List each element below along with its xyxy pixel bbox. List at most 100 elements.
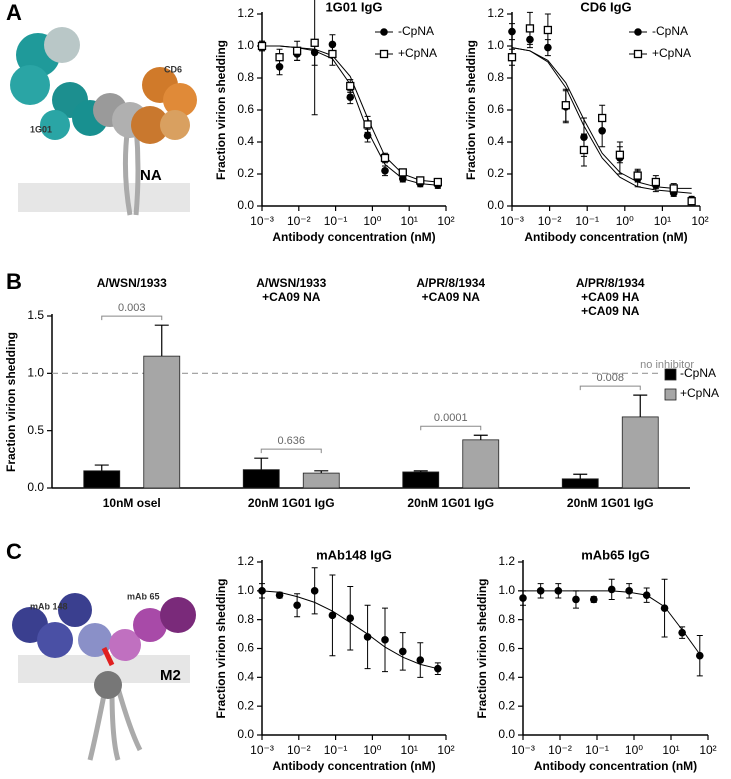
panel-letter: B (6, 269, 22, 294)
structure-label: mAb 148 (30, 601, 68, 611)
x-tick-label: 10⁻² (287, 743, 311, 757)
error-bar (311, 0, 318, 116)
marker (642, 591, 651, 599)
x-tick-label: 10⁻² (538, 214, 562, 228)
y-tick-label: 1.0 (487, 38, 504, 52)
marker (381, 167, 389, 175)
p-value: 0.003 (118, 302, 146, 314)
stalk (87, 687, 143, 761)
bar (302, 472, 340, 489)
marker (398, 647, 407, 656)
marker (525, 24, 535, 33)
y-tick-label: 0.8 (237, 70, 254, 84)
chart-title: mAb65 IgG (581, 547, 650, 562)
y-tick-label: 0.6 (498, 641, 515, 655)
x-tick-label: 20nM 1G01 IgG (407, 496, 494, 510)
marker (579, 145, 589, 155)
bar (561, 478, 599, 489)
helix (101, 646, 115, 667)
p-value: 0.008 (596, 372, 624, 384)
x-tick-label: 10⁻¹ (324, 743, 348, 757)
marker (258, 587, 266, 595)
x-tick-label: 10² (437, 214, 454, 228)
x-tick-label: 20nM 1G01 IgG (567, 496, 654, 510)
bar (462, 439, 500, 489)
legend-swatch (664, 368, 677, 381)
x-tick-label: 10² (437, 743, 454, 757)
group-title: A/WSN/1933 (97, 276, 167, 290)
x-tick-label: 10⁻¹ (324, 214, 348, 228)
x-axis-label: Antibody concentration (nM) (272, 759, 435, 773)
blob (10, 65, 50, 105)
error-bar (573, 473, 588, 479)
marker (507, 53, 517, 62)
x-tick-label: 20nM 1G01 IgG (248, 496, 335, 510)
marker (363, 633, 372, 641)
y-tick-label: 1.2 (498, 554, 515, 568)
error-bar (413, 470, 428, 472)
marker (572, 595, 580, 604)
panel-letter: C (6, 539, 22, 564)
marker (346, 93, 355, 101)
blob (37, 622, 73, 658)
x-axis-label: Antibody concentration (nM) (534, 759, 697, 773)
y-tick-label: 1.2 (237, 554, 254, 568)
marker (625, 587, 633, 595)
membrane (18, 183, 190, 212)
marker (328, 611, 337, 620)
y-tick-label: 0.4 (237, 134, 254, 148)
y-tick-label: 0.4 (487, 134, 504, 148)
marker (381, 636, 389, 644)
y-tick-label: 0.8 (498, 612, 515, 626)
marker (293, 601, 301, 610)
y-tick-label: 0.8 (487, 70, 504, 84)
y-axis-label: Fraction virion shedding (475, 578, 489, 718)
marker (660, 604, 669, 612)
significance-bracket (101, 315, 163, 321)
blob (58, 593, 92, 627)
y-tick-label: 0.0 (498, 727, 515, 741)
y-tick-label: 0.0 (237, 198, 254, 212)
x-tick-label: 10¹ (654, 214, 671, 228)
marker (310, 38, 319, 47)
marker (257, 41, 267, 51)
y-tick-label: 0.6 (237, 102, 254, 116)
marker (598, 113, 607, 123)
y-tick-label: 1.0 (27, 366, 44, 380)
x-tick-label: 10¹ (401, 743, 418, 757)
marker (687, 197, 696, 206)
marker (554, 587, 563, 595)
marker (346, 614, 355, 623)
error-bar (154, 324, 169, 357)
group-title: A/PR/8/1934 (416, 276, 485, 290)
y-tick-label: 0.5 (27, 423, 44, 437)
error-bar (473, 434, 488, 440)
marker (292, 46, 302, 55)
y-tick-label: 0.8 (237, 612, 254, 626)
marker (363, 120, 372, 129)
structure-label: 1G01 (30, 124, 52, 134)
structure-label: mAb 65 (127, 591, 160, 601)
legend-label: +CpNA (398, 46, 437, 60)
panel-a-illustration: A 1G01 CD6 NA (6, 0, 197, 216)
y-axis-label: Fraction virion shedding (214, 578, 228, 718)
blob (163, 83, 197, 117)
x-tick-label: 10¹ (401, 214, 418, 228)
legend-label: -CpNA (398, 24, 434, 38)
blob (133, 608, 167, 642)
fit-curve (511, 47, 692, 194)
marker (380, 153, 390, 163)
panel-c-illustration: C mAb 148 mAb 65 M2 (6, 539, 196, 761)
p-value: 0.0001 (434, 412, 468, 424)
group-title: +CA09 NA (422, 290, 481, 304)
bar (242, 469, 280, 489)
error-bar (254, 457, 269, 470)
marker (519, 594, 527, 602)
x-axis-label: Antibody concentration (nM) (272, 230, 435, 244)
x-tick-label: 10⁰ (363, 743, 381, 757)
legend-label: -CpNA (680, 366, 716, 380)
x-tick-label: 10nM osel (103, 496, 161, 510)
marker (669, 184, 678, 193)
bar (83, 470, 121, 489)
x-tick-label: 10⁻³ (250, 214, 274, 228)
